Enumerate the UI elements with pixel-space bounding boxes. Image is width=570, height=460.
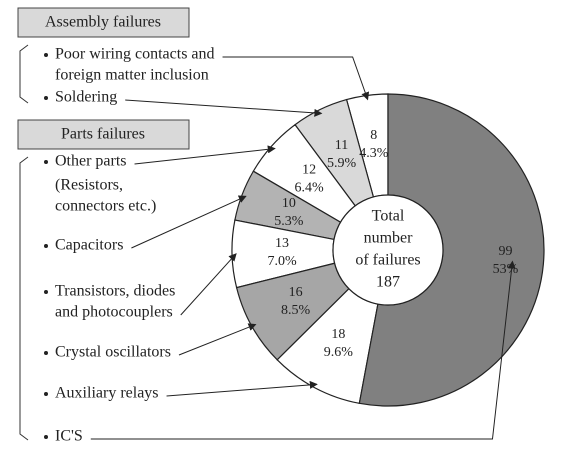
group-title: Parts failures — [61, 126, 145, 143]
bullet — [44, 290, 48, 294]
slice-percent: 5.3% — [274, 214, 304, 229]
slice-percent: 53% — [493, 262, 519, 277]
bullet — [44, 392, 48, 396]
bracket — [19, 156, 29, 441]
group-box — [17, 7, 190, 38]
group-title: Assembly failures — [45, 14, 161, 31]
legend-label: connectors etc.) — [55, 198, 156, 215]
legend-label: foreign matter inclusion — [55, 67, 209, 84]
donut-hole — [332, 194, 444, 306]
slice-labels: 8 4.3% 11 5.9% 12 6.4%10 5.3% 13 7.0% 16 8.5% 18 9.6… — [267, 128, 518, 360]
bracket — [19, 44, 29, 104]
bullet — [44, 351, 48, 355]
group-box — [17, 119, 190, 150]
legend-label: and photocouplers — [55, 304, 173, 321]
arrow — [222, 56, 370, 101]
slice-count: 10 — [282, 196, 296, 211]
slice-count: 18 — [331, 327, 345, 342]
arrow — [125, 99, 323, 117]
arrow — [134, 145, 276, 165]
legend-label: IC'S — [55, 428, 83, 445]
legend-label: Capacitors — [55, 237, 123, 254]
bullet — [44, 160, 48, 164]
arrow — [166, 380, 318, 397]
slice-count: 12 — [302, 162, 316, 177]
slice-count: 11 — [335, 138, 348, 153]
slice-count: 13 — [275, 236, 289, 251]
slice-percent: 5.9% — [327, 156, 357, 171]
slice-count: 8 — [370, 128, 377, 143]
center-total: 187 — [376, 274, 400, 291]
arrow — [90, 260, 516, 440]
slice-count: 16 — [289, 285, 303, 300]
center-label: number — [364, 230, 414, 247]
legend-label: (Resistors, — [55, 177, 123, 194]
legend-label: Transistors, diodes — [55, 283, 175, 300]
center-label: Total — [372, 208, 405, 225]
arrow — [131, 195, 247, 249]
slice-percent: 8.5% — [281, 303, 311, 318]
arrow — [178, 323, 257, 356]
slice-percent: 6.4% — [294, 180, 324, 195]
bullet — [44, 96, 48, 100]
legend-label: Auxiliary relays — [55, 385, 159, 402]
slice-count: 99 — [498, 244, 512, 259]
bullet — [44, 244, 48, 248]
slice-percent: 4.3% — [359, 146, 389, 161]
legend-label: Other parts — [55, 153, 127, 170]
slice-percent: 9.6% — [324, 345, 354, 360]
bullet — [44, 53, 48, 57]
slice-percent: 7.0% — [267, 254, 297, 269]
center-label: of failures — [355, 252, 420, 269]
legend-label: Crystal oscillators — [55, 344, 171, 361]
arrow — [180, 253, 237, 316]
bullet — [44, 435, 48, 439]
legend-label: Poor wiring contacts and — [55, 46, 215, 63]
legend-label: Soldering — [55, 89, 117, 106]
